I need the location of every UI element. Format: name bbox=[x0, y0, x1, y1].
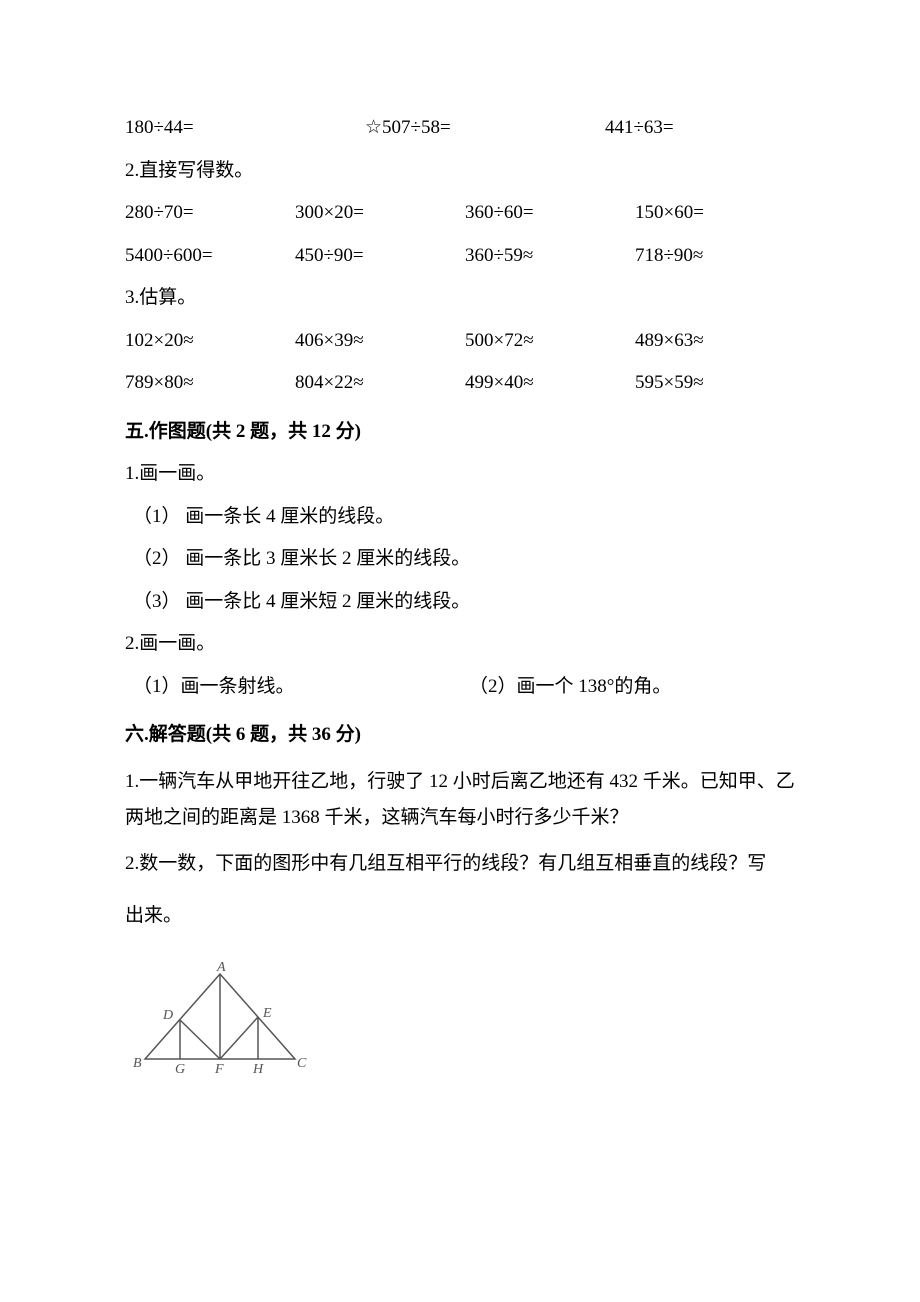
expr: 406×39≈ bbox=[295, 327, 465, 356]
label-B: B bbox=[133, 1056, 142, 1071]
q3-label: 3.估算。 bbox=[125, 284, 805, 313]
label-F: F bbox=[214, 1062, 224, 1077]
expr: 180÷44= bbox=[125, 114, 325, 143]
sec5-p1c: （3） 画一条比 4 厘米短 2 厘米的线段。 bbox=[133, 588, 805, 617]
q3-row2: 789×80≈ 804×22≈ 499×40≈ 595×59≈ bbox=[125, 369, 805, 398]
expr: 5400÷600= bbox=[125, 242, 295, 271]
sec5-p2a: （1）画一条射线。 bbox=[133, 673, 469, 702]
q2-row2: 5400÷600= 450÷90= 360÷59≈ 718÷90≈ bbox=[125, 242, 805, 271]
expr: 441÷63= bbox=[565, 114, 805, 143]
expr: 500×72≈ bbox=[465, 327, 635, 356]
sec5-p2: 2.画一画。 bbox=[125, 630, 805, 659]
triangle-figure: A B C D E F G H bbox=[125, 959, 805, 1089]
expr: 150×60= bbox=[635, 199, 805, 228]
label-G: G bbox=[175, 1062, 185, 1077]
sec5-p2b: （2）画一个 138°的角。 bbox=[469, 673, 805, 702]
q2-label: 2.直接写得数。 bbox=[125, 157, 805, 186]
expr: 595×59≈ bbox=[635, 369, 805, 398]
q1-row: 180÷44= ☆507÷58= 441÷63= bbox=[125, 114, 805, 143]
sec5-p1: 1.画一画。 bbox=[125, 460, 805, 489]
expr: 280÷70= bbox=[125, 199, 295, 228]
section-5-head: 五.作图题(共 2 题，共 12 分) bbox=[125, 418, 805, 447]
expr: 360÷60= bbox=[465, 199, 635, 228]
page: 180÷44= ☆507÷58= 441÷63= 2.直接写得数。 280÷70… bbox=[0, 0, 920, 1302]
label-C: C bbox=[297, 1056, 307, 1071]
expr: 718÷90≈ bbox=[635, 242, 805, 271]
sec6-p1: 1.一辆汽车从甲地开往乙地，行驶了 12 小时后离乙地还有 432 千米。已知甲… bbox=[125, 764, 805, 836]
label-D: D bbox=[162, 1008, 173, 1023]
q3-row1: 102×20≈ 406×39≈ 500×72≈ 489×63≈ bbox=[125, 327, 805, 356]
label-A: A bbox=[216, 960, 226, 975]
expr: 499×40≈ bbox=[465, 369, 635, 398]
expr: 789×80≈ bbox=[125, 369, 295, 398]
sec5-p1a: （1） 画一条长 4 厘米的线段。 bbox=[133, 503, 805, 532]
label-H: H bbox=[252, 1062, 264, 1077]
sec5-p2-row: （1）画一条射线。 （2）画一个 138°的角。 bbox=[125, 673, 805, 702]
triangle-svg: A B C D E F G H bbox=[125, 959, 315, 1079]
q2-row1: 280÷70= 300×20= 360÷60= 150×60= bbox=[125, 199, 805, 228]
label-E: E bbox=[262, 1006, 272, 1021]
expr: 450÷90= bbox=[295, 242, 465, 271]
section-6-head: 六.解答题(共 6 题，共 36 分) bbox=[125, 721, 805, 750]
expr: ☆507÷58= bbox=[325, 114, 565, 143]
expr: 102×20≈ bbox=[125, 327, 295, 356]
expr: 804×22≈ bbox=[295, 369, 465, 398]
sec6-p2b: 出来。 bbox=[125, 902, 805, 931]
sec6-p2: 2.数一数，下面的图形中有几组互相平行的线段？有几组互相垂直的线段？写 bbox=[125, 850, 805, 879]
expr: 300×20= bbox=[295, 199, 465, 228]
expr: 360÷59≈ bbox=[465, 242, 635, 271]
expr: 489×63≈ bbox=[635, 327, 805, 356]
sec5-p1b: （2） 画一条比 3 厘米长 2 厘米的线段。 bbox=[133, 545, 805, 574]
